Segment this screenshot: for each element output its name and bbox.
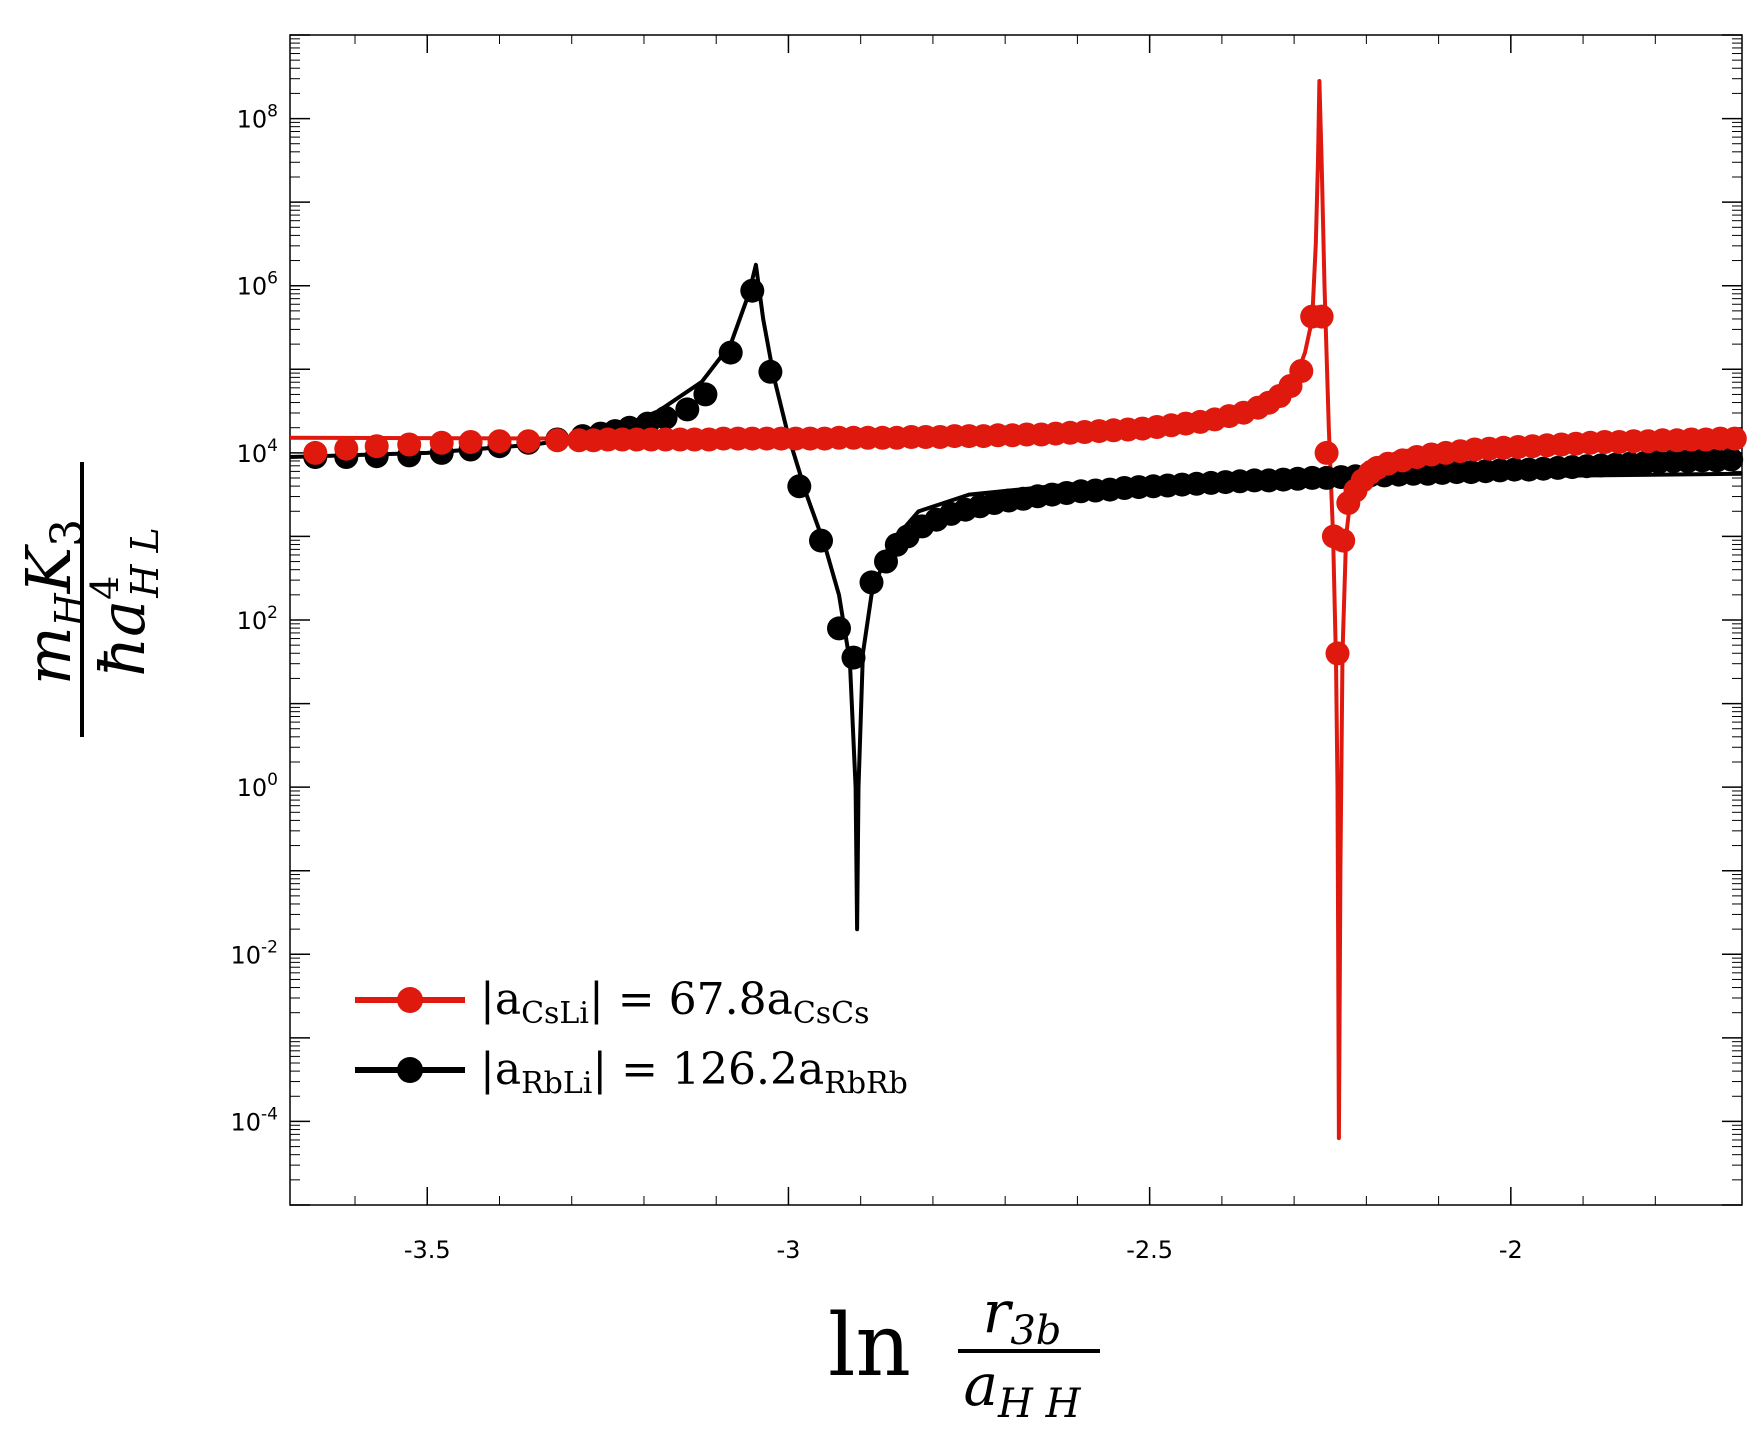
data-point-csli — [1289, 359, 1314, 383]
legend-rb-mid: | = 126.2a — [592, 1044, 824, 1095]
y-tick-label: 100 — [237, 770, 278, 802]
x-label-numerator: r — [983, 1278, 1014, 1346]
legend-rb-sub2: RbRb — [824, 1066, 908, 1101]
data-point-csli — [303, 440, 328, 465]
y-label-num-b: K — [12, 543, 85, 594]
y-tick-exp: 6 — [267, 269, 278, 289]
y-tick-label: 102 — [237, 603, 278, 635]
x-label-numerator-sub: 3b — [1010, 1308, 1061, 1354]
data-point-rbli — [827, 616, 851, 641]
data-point-rbli — [859, 570, 884, 595]
x-axis-label: ln r3b aH H — [828, 1278, 1100, 1427]
data-point-csli — [429, 430, 454, 455]
data-point-rbli — [653, 405, 678, 430]
legend-marker-cs — [397, 987, 423, 1013]
y-label-den-a: ħa — [86, 600, 159, 677]
data-point-csli — [1331, 528, 1356, 553]
y-tick-label: 106 — [237, 269, 278, 301]
y-tick-base: 10 — [237, 774, 268, 802]
y-tick-exp: 4 — [267, 436, 278, 456]
legend-marker-rb — [397, 1057, 423, 1083]
data-point-csli — [1314, 440, 1339, 465]
data-point-csli — [397, 432, 422, 457]
y-label-den-sup: 4 — [83, 576, 127, 600]
legend-entry-cs: |aCsLi| = 67.8aCsCs — [355, 974, 870, 1031]
y-tick-exp: 2 — [267, 603, 278, 623]
svg-text:aH H: aH H — [963, 1351, 1081, 1427]
y-tick-label: 108 — [237, 102, 278, 134]
legend-rb-pre: |a — [480, 1044, 521, 1095]
data-point-csli — [516, 429, 541, 454]
y-tick-exp: 0 — [267, 770, 278, 790]
data-point-csli — [1722, 426, 1747, 451]
y-tick-base: 10 — [237, 440, 268, 468]
series-markers — [303, 278, 1747, 670]
x-label-denominator-sub: H H — [997, 1381, 1082, 1427]
y-tick-exp: -2 — [261, 937, 278, 957]
data-point-rbli — [787, 474, 812, 499]
svg-text:|aRbLi| = 126.2aRbRb: |aRbLi| = 126.2aRbRb — [480, 1044, 908, 1101]
x-tick-label: -2 — [1499, 1236, 1523, 1264]
y-tick-base: 10 — [237, 607, 268, 635]
svg-text:|aCsLi| = 67.8aCsCs: |aCsLi| = 67.8aCsCs — [480, 974, 870, 1031]
y-tick-base: 10 — [237, 106, 268, 134]
y-label-den-sub: H L — [123, 527, 167, 598]
y-tick-base: 10 — [231, 941, 262, 969]
data-point-csli — [458, 430, 483, 454]
x-label-prefix: ln — [828, 1296, 911, 1396]
y-tick-exp: 8 — [267, 102, 278, 122]
data-point-rbli — [809, 528, 833, 553]
x-label-denominator: a — [963, 1351, 998, 1419]
data-point-csli — [364, 434, 389, 459]
data-point-rbli — [675, 397, 700, 422]
legend-cs-pre: |a — [480, 974, 521, 1025]
x-tick-label: -3.5 — [404, 1236, 451, 1264]
y-tick-label: 10-4 — [231, 1104, 279, 1136]
y-axis-label: mHK3 ħa4H L — [12, 462, 167, 737]
y-tick-label: 104 — [237, 436, 278, 468]
y-tick-label: 10-2 — [231, 937, 279, 969]
legend-cs-sub1: CsLi — [521, 996, 589, 1031]
legend-entry-rb: |aRbLi| = 126.2aRbRb — [355, 1044, 908, 1101]
data-point-csli — [487, 429, 512, 454]
y-tick-base: 10 — [231, 1108, 262, 1136]
data-point-csli — [334, 436, 359, 461]
data-point-rbli — [758, 359, 783, 384]
data-point-rbli — [841, 645, 866, 670]
data-point-rbli — [740, 278, 765, 303]
data-point-csli — [1309, 304, 1334, 329]
y-tick-base: 10 — [237, 273, 268, 301]
legend-cs-sub2: CsCs — [793, 996, 870, 1031]
data-point-rbli — [693, 382, 718, 407]
y-label-num-a: m — [12, 626, 85, 685]
x-tick-label: -3 — [776, 1236, 800, 1264]
x-tick-label: -2.5 — [1126, 1236, 1173, 1264]
y-label-num-b-sub: 3 — [42, 519, 93, 547]
data-point-csli — [545, 428, 570, 453]
data-point-rbli — [1719, 447, 1744, 472]
svg-text:mHK3: mHK3 — [12, 519, 93, 685]
legend-cs-mid: | = 67.8a — [589, 974, 793, 1025]
y-tick-exp: -4 — [261, 1104, 278, 1124]
data-point-csli — [1325, 641, 1350, 666]
svg-text:ħa4H L: ħa4H L — [83, 527, 167, 677]
svg-text:r3b: r3b — [983, 1278, 1062, 1354]
legend-rb-sub1: RbLi — [521, 1066, 592, 1101]
data-point-rbli — [718, 340, 743, 365]
legend: |aCsLi| = 67.8aCsCs |aRbLi| = 126.2aRbRb — [355, 974, 908, 1101]
